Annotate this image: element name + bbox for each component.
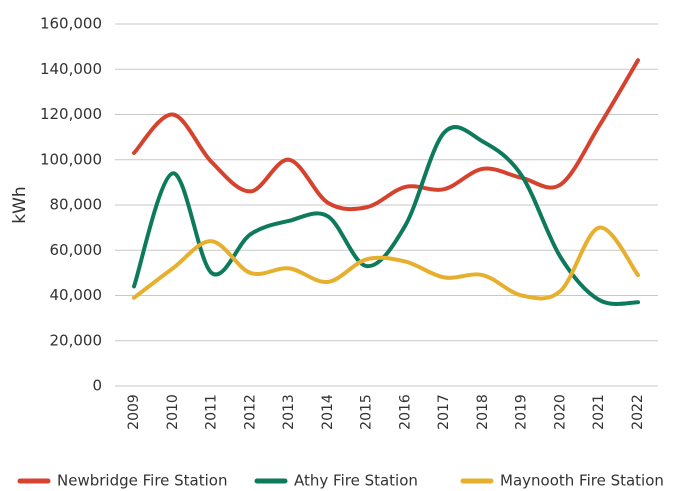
- y-tick-label: 60,000: [50, 241, 103, 259]
- x-tick-label: 2014: [320, 394, 336, 430]
- x-tick-label: 2009: [126, 394, 142, 430]
- y-tick-label: 100,000: [40, 150, 102, 168]
- x-tick-label: 2012: [242, 394, 258, 430]
- y-tick-label: 0: [92, 377, 102, 395]
- x-tick-label: 2011: [204, 394, 220, 430]
- x-tick-label: 2018: [475, 394, 491, 430]
- legend-label: Newbridge Fire Station: [57, 472, 227, 490]
- x-tick-label: 2013: [281, 394, 297, 430]
- x-tick-label: 2021: [591, 394, 607, 430]
- legend-label: Athy Fire Station: [294, 472, 418, 490]
- line: [132, 125, 640, 306]
- legend-label: Maynooth Fire Station: [500, 472, 664, 490]
- x-tick-label: 2020: [552, 394, 568, 430]
- line: [132, 225, 640, 301]
- line: [132, 58, 640, 212]
- x-tick-label: 2015: [359, 394, 375, 430]
- x-tick-label: 2017: [436, 394, 452, 430]
- x-tick-label: 2022: [630, 394, 646, 430]
- y-tick-label: 120,000: [40, 105, 102, 123]
- y-tick-label: 20,000: [50, 331, 103, 349]
- x-tick-label: 2016: [397, 394, 413, 430]
- x-tick-label: 2019: [514, 394, 530, 430]
- y-tick-label: 140,000: [40, 60, 102, 78]
- x-tick-label: 2010: [165, 394, 181, 430]
- y-axis-label: kWh: [10, 186, 30, 223]
- y-tick-label: 80,000: [50, 196, 103, 214]
- y-tick-label: 160,000: [40, 15, 102, 33]
- y-tick-label: 40,000: [50, 286, 103, 304]
